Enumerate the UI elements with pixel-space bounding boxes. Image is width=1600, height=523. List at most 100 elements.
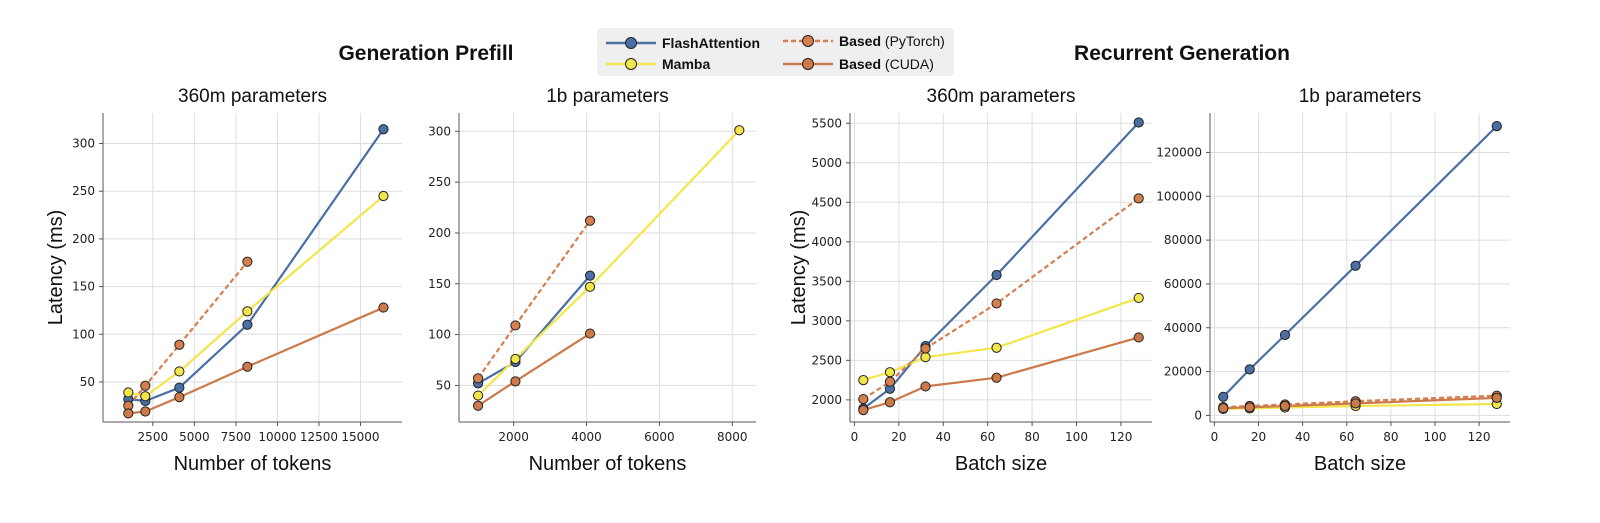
data-point (378, 302, 389, 313)
x-axis-title: Batch size (1314, 453, 1406, 475)
legend-marker (625, 58, 637, 70)
x-tick-label: 20 (891, 430, 906, 444)
x-tick-label: 8000 (717, 430, 748, 444)
data-point (920, 343, 931, 354)
data-point (1133, 193, 1144, 204)
data-point (1279, 400, 1291, 412)
x-axis-title: Number of tokens (174, 453, 332, 475)
x-tick-label: 100 (1424, 430, 1447, 444)
legend-label-suffix: (CUDA) (881, 56, 934, 72)
x-tick-label: 6000 (644, 430, 675, 444)
data-point (1350, 398, 1361, 409)
series-line (128, 195, 385, 398)
data-point (1491, 121, 1502, 132)
y-tick-label: 250 (428, 175, 451, 189)
data-point (242, 319, 253, 330)
data-point (734, 125, 745, 136)
x-tick-label: 60 (1339, 430, 1354, 444)
x-tick-label: 15000 (341, 430, 379, 444)
data-point (174, 382, 185, 393)
x-tick-label: 100 (1065, 430, 1088, 444)
y-tick-label: 200 (72, 232, 95, 246)
data-point (1133, 292, 1144, 304)
data-point (140, 406, 151, 417)
series-line (1222, 125, 1498, 398)
y-tick-label: 60000 (1164, 277, 1202, 291)
data-point (991, 372, 1002, 383)
y-tick-label: 5000 (811, 156, 842, 170)
legend-label-name: Based (839, 56, 881, 72)
x-tick-label: 60 (980, 430, 995, 444)
data-point (174, 366, 185, 377)
data-point (1279, 329, 1291, 341)
data-point (1244, 402, 1255, 413)
data-point (991, 298, 1002, 309)
x-axis-title: Number of tokens (529, 453, 687, 475)
data-point (174, 339, 185, 350)
series-line (1223, 394, 1497, 409)
legend-marker (802, 35, 814, 47)
data-point (884, 376, 896, 387)
y-tick-label: 150 (72, 280, 95, 294)
legend-marker (625, 37, 637, 49)
data-point (584, 328, 596, 339)
data-point (242, 361, 253, 372)
data-point (991, 342, 1002, 353)
legend: FlashAttention Mamba Based (PyTorch)Based … (597, 28, 954, 76)
data-point (858, 375, 869, 386)
y-tick-label: 3000 (811, 314, 842, 328)
legend-label-name: Based (839, 33, 881, 49)
data-point (991, 269, 1002, 281)
legend-label: Based (PyTorch) (839, 33, 945, 49)
y-tick-label: 50 (80, 375, 95, 389)
data-point (472, 373, 484, 384)
y-tick-label: 20000 (1164, 365, 1202, 379)
x-tick-label: 80 (1024, 430, 1039, 444)
x-tick-label: 4000 (571, 430, 602, 444)
data-point (123, 408, 134, 419)
x-tick-label: 20 (1251, 430, 1266, 444)
series-lines (862, 121, 1140, 412)
data-point (1350, 260, 1361, 271)
legend-marker (802, 58, 814, 70)
y-tick-label: 200 (428, 226, 451, 240)
y-tick-label: 50 (436, 378, 451, 392)
series-line (127, 261, 249, 407)
legend-label-name: Mamba (662, 56, 710, 72)
legend-label-name: FlashAttention (662, 35, 760, 51)
data-point (242, 306, 253, 317)
data-point (884, 397, 896, 408)
data-point (510, 353, 521, 365)
data-point (123, 387, 134, 398)
panel-title: 1b parameters (546, 86, 669, 107)
data-point (472, 390, 484, 401)
x-tick-label: 120 (1468, 430, 1491, 444)
y-tick-label: 4500 (811, 195, 842, 209)
series-lines (127, 128, 385, 415)
x-tick-label: 0 (851, 430, 859, 444)
y-tick-label: 40000 (1164, 321, 1202, 335)
chart-panels: 2500 5000 7500 10000 12500 150005010015020025… (45, 86, 1510, 475)
legend-label: Mamba (662, 56, 710, 72)
series-markers (858, 117, 1144, 416)
y-tick-label: 4000 (811, 235, 842, 249)
data-point (140, 380, 151, 391)
series-line (477, 274, 591, 385)
x-tick-label: 80 (1383, 430, 1398, 444)
panel-title: 360m parameters (178, 86, 327, 107)
data-point (510, 320, 521, 331)
y-tick-label: 0 (1194, 408, 1202, 422)
data-point (510, 376, 521, 387)
y-axis-title: Latency (ms) (788, 210, 810, 326)
data-point (1218, 403, 1229, 414)
y-tick-label: 250 (72, 184, 95, 198)
data-point (378, 124, 389, 135)
data-point (584, 215, 596, 226)
data-point (858, 405, 869, 416)
x-tick-label: 0 (1211, 430, 1219, 444)
legend-label-suffix: (PyTorch) (881, 33, 945, 49)
data-point (1133, 117, 1144, 128)
data-point (584, 281, 596, 292)
chart-panel-4: 0 20 40 60 80 100 120 0 20000 40000 60000 80000 1000… (1156, 86, 1510, 475)
y-tick-label: 80000 (1164, 233, 1202, 247)
